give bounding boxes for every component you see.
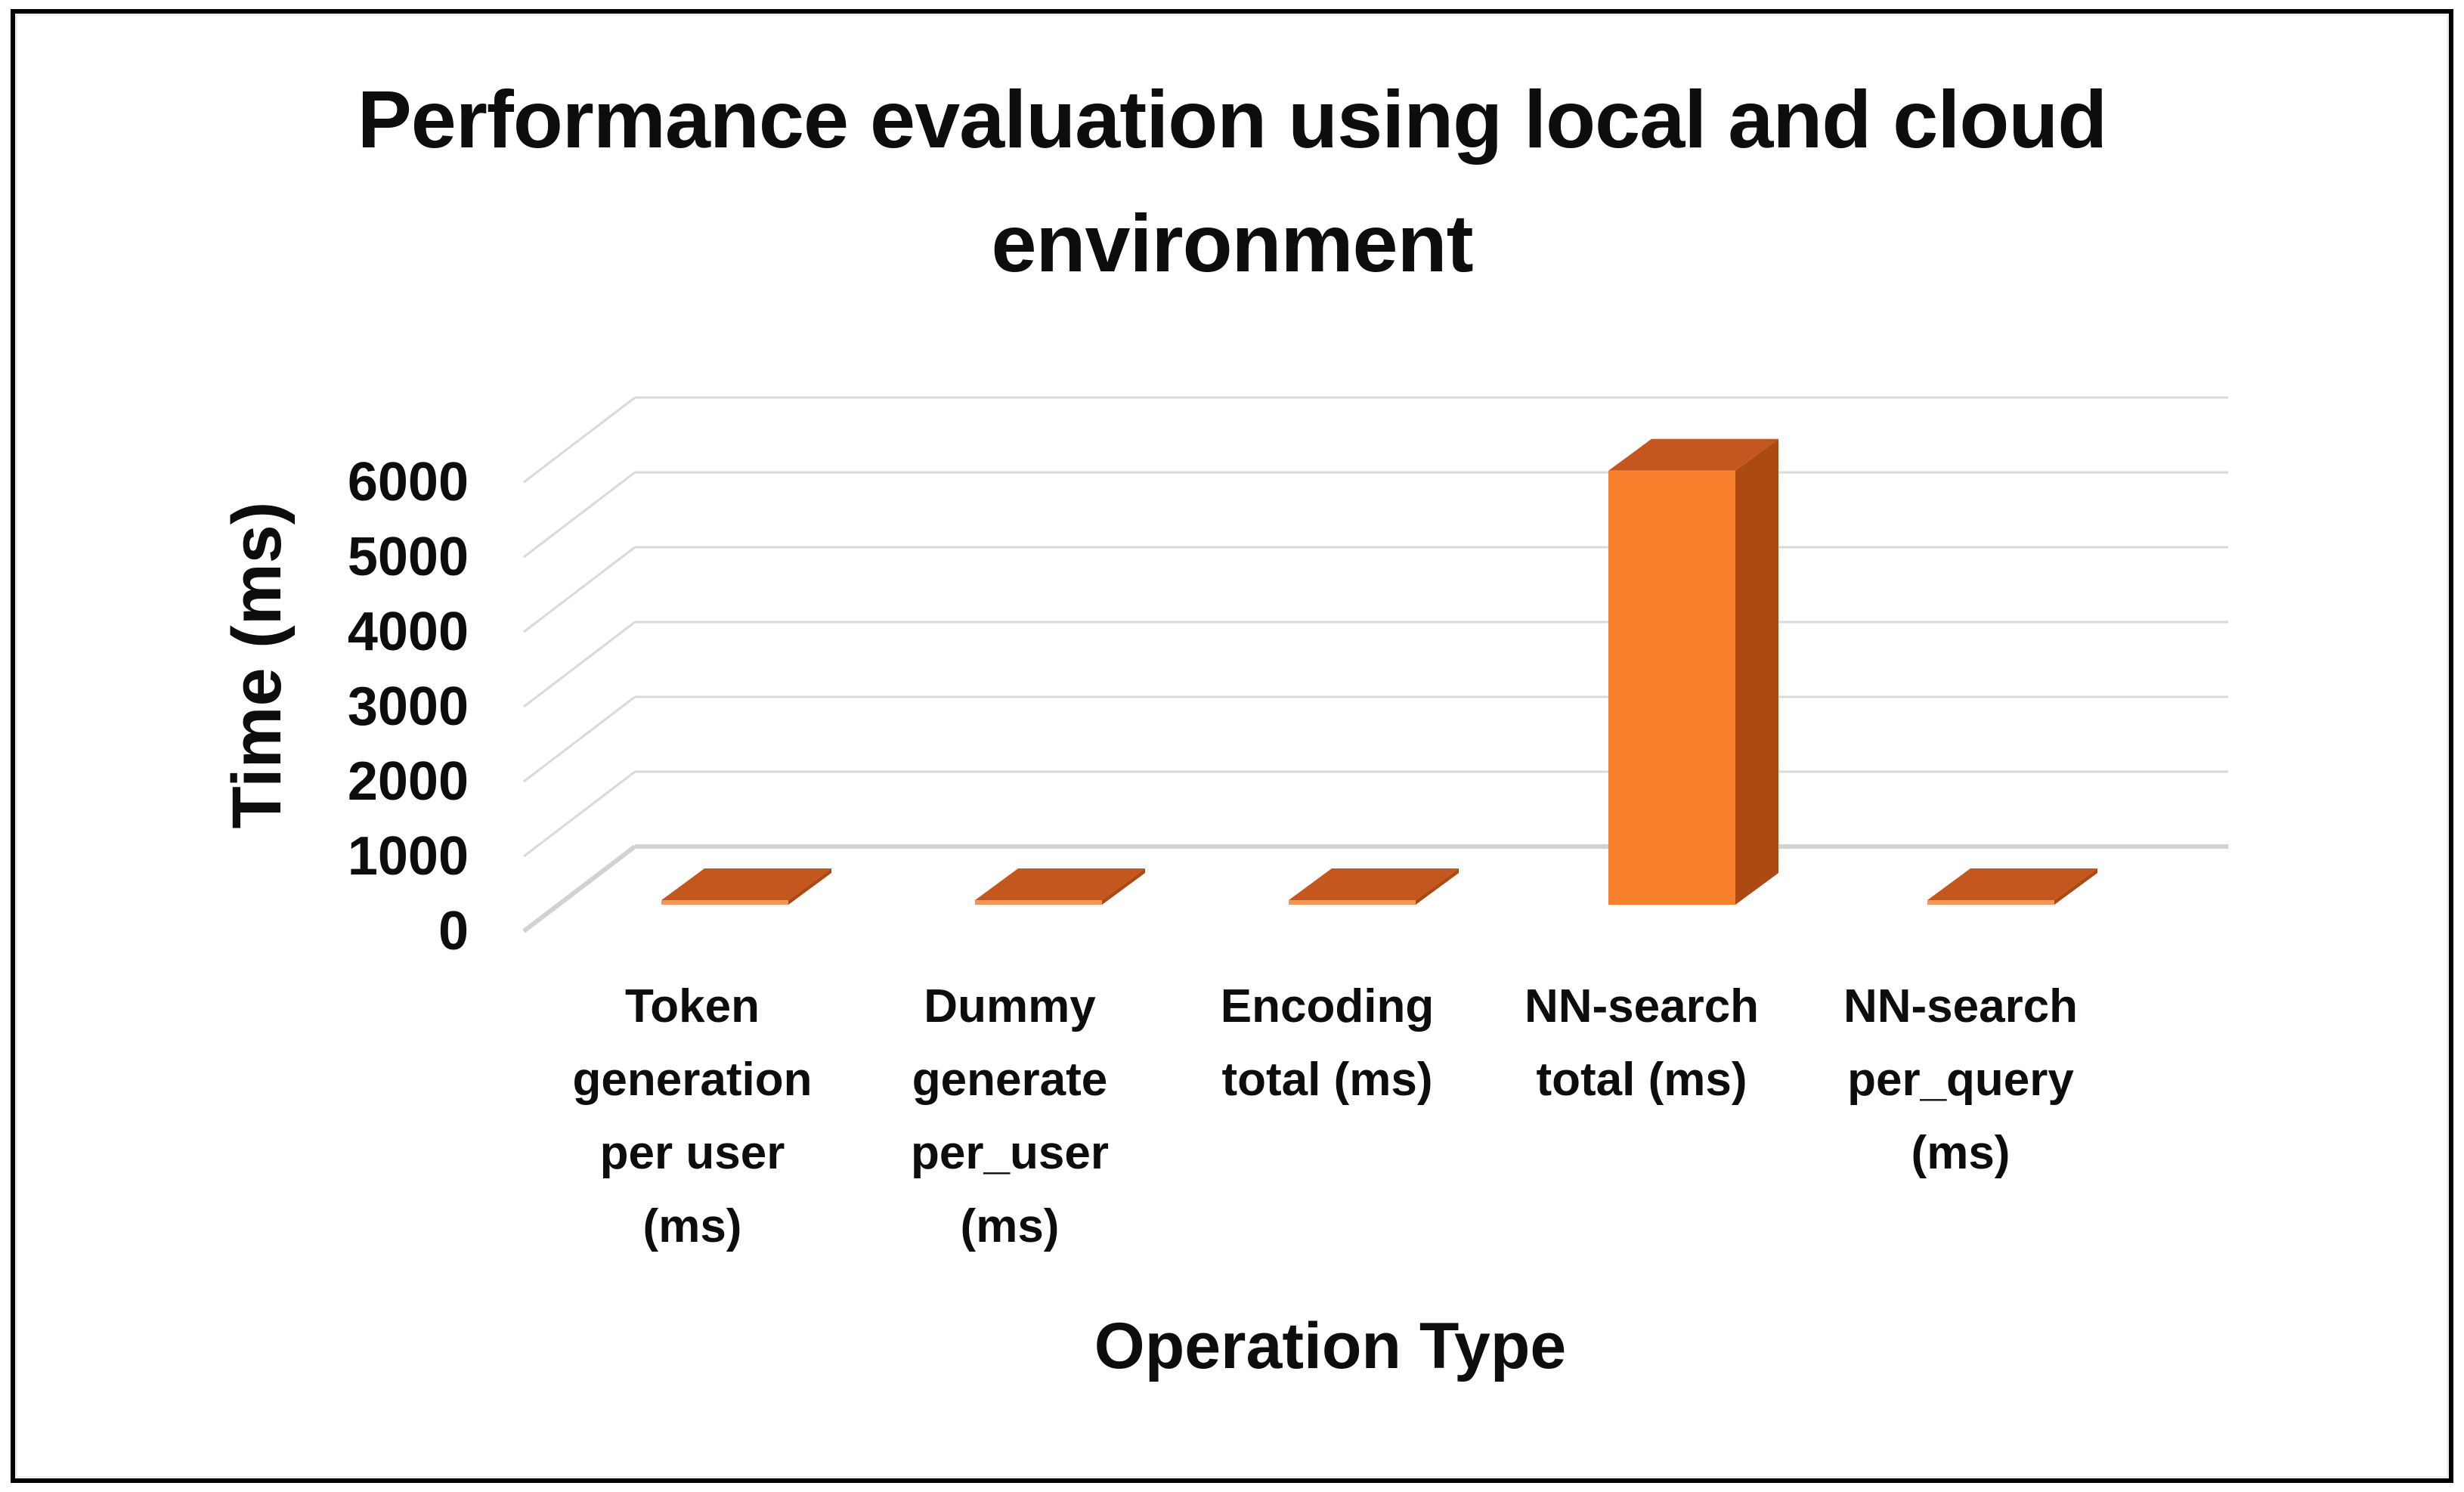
bar-front-face bbox=[1927, 900, 2054, 905]
bar-front-face bbox=[975, 900, 1102, 905]
bar-side-face bbox=[1735, 438, 1778, 905]
gridline-diagonal bbox=[523, 695, 636, 783]
chart-outer-frame bbox=[11, 9, 2453, 1483]
x-category-label: NN-search per_query (ms) bbox=[1843, 980, 2079, 1179]
bar-0 bbox=[661, 868, 831, 905]
y-tick-label: 3000 bbox=[347, 676, 469, 737]
y-tick-label: 0 bbox=[438, 901, 469, 961]
bar-top-face bbox=[975, 868, 1145, 901]
bar-3 bbox=[1608, 438, 1778, 905]
chart-title: Performance evaluation using local and c… bbox=[357, 73, 2108, 289]
bar-front-face bbox=[661, 900, 788, 905]
y-tick-label: 6000 bbox=[347, 452, 469, 512]
y-tick-label: 5000 bbox=[347, 527, 469, 587]
x-axis-title: Operation Type bbox=[1094, 1310, 1567, 1382]
gridline-diagonal bbox=[522, 844, 636, 933]
gridline-diagonal bbox=[523, 546, 636, 633]
bar-side-face bbox=[788, 868, 831, 905]
bar-2 bbox=[1289, 868, 1459, 905]
x-category-label: Encoding total (ms) bbox=[1220, 980, 1435, 1106]
bar-top-face bbox=[1608, 438, 1778, 471]
bar-side-face bbox=[2054, 868, 2097, 905]
bar-front-face bbox=[1289, 900, 1416, 905]
x-category-label: Token generation per user (ms) bbox=[572, 980, 813, 1252]
y-tick-label: 4000 bbox=[347, 602, 469, 662]
x-category-label: Dummy generate per_user (ms) bbox=[911, 980, 1109, 1252]
y-tick-label: 1000 bbox=[347, 826, 469, 887]
bar-4 bbox=[1927, 868, 2097, 905]
bar-side-face bbox=[1416, 868, 1459, 905]
gridline-diagonal bbox=[523, 471, 636, 559]
x-category-label: NN-search total (ms) bbox=[1524, 980, 1760, 1106]
bar-side-face bbox=[1102, 868, 1145, 905]
gridline-diagonal bbox=[523, 770, 636, 858]
y-tick-label: 2000 bbox=[347, 751, 469, 812]
gridline-diagonal bbox=[523, 396, 636, 484]
bar-front-face bbox=[1608, 470, 1735, 905]
bar-top-face bbox=[661, 868, 831, 901]
bar-1 bbox=[975, 868, 1145, 905]
bar-top-face bbox=[1289, 868, 1459, 901]
gridline-diagonal bbox=[523, 621, 636, 708]
bar-top-face bbox=[1927, 868, 2097, 901]
